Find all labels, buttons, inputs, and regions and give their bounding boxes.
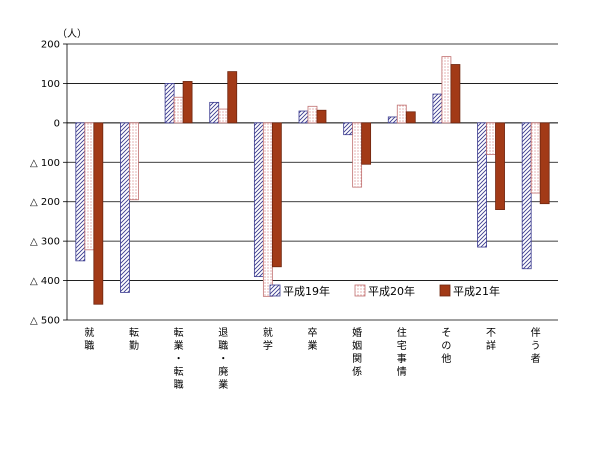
category-label: 就学: [263, 326, 273, 352]
y-tick-label: △ 200: [30, 197, 60, 208]
legend-label: 平成21年: [453, 284, 500, 298]
category-label: 転業・転職: [174, 327, 184, 391]
category-label: 住宅事情: [397, 326, 407, 378]
bar-3-5: [271, 122, 282, 268]
bar-2-4: [218, 108, 229, 124]
bar-1-3: [164, 83, 175, 124]
bar-1-10: [477, 122, 487, 248]
bar-1-7: [343, 122, 354, 136]
bar-3-10: [495, 122, 505, 210]
bar-1-11: [521, 122, 532, 270]
bar-1-8: [387, 116, 398, 124]
y-tick-label: 200: [41, 40, 60, 51]
legend-swatch: [439, 284, 451, 297]
bar-1-1: [75, 122, 86, 262]
bar-2-10: [486, 122, 496, 155]
category-label: 退職・廃業: [218, 327, 228, 391]
bar-2-7: [352, 122, 363, 188]
category-label: 伴う者: [531, 326, 541, 365]
legend-swatch: [354, 284, 366, 297]
category-label: その他: [441, 327, 451, 365]
bar-3-11: [539, 122, 550, 205]
bars: [75, 56, 550, 305]
y-tick-label: 0: [54, 118, 60, 129]
legend-label: 平成19年: [283, 284, 330, 298]
bar-2-9: [441, 56, 452, 124]
y-tick-label: △ 400: [30, 276, 60, 287]
y-axis-tick-labels: 200 100 0 △ 100 △ 200 △ 300 △ 400 △ 500: [30, 40, 60, 327]
bar-3-1: [93, 122, 104, 305]
bar-1-9: [432, 93, 443, 124]
y-unit-label: （人）: [57, 28, 87, 40]
bar-1-5: [253, 122, 264, 278]
category-label: 婚姻関係: [352, 326, 362, 378]
y-tick-label: △ 100: [30, 158, 60, 169]
bar-3-9: [450, 64, 461, 124]
bar-3-8: [405, 111, 416, 124]
y-tick-label: △ 300: [30, 237, 60, 248]
bar-2-3: [173, 96, 184, 124]
legend-label: 平成20年: [368, 284, 415, 298]
bar-2-2: [129, 122, 139, 201]
category-label: 不詳: [486, 328, 496, 352]
bar-3-4: [227, 71, 238, 124]
x-axis-category-labels: 就職 転勤 転業・転職 退職・廃業 就学 卒業 婚姻関係 住宅事情 その他 不詳 伴う者: [84, 326, 540, 391]
bar-2-11: [530, 122, 541, 194]
category-label: 卒業: [308, 326, 318, 352]
y-tick-label: 100: [41, 79, 60, 90]
legend: 平成19年 平成20年 平成21年: [269, 284, 500, 298]
bar-3-3: [182, 81, 193, 124]
category-label: 就職: [84, 326, 94, 352]
y-tick-label: △ 500: [30, 316, 60, 327]
legend-swatch: [269, 284, 281, 297]
bar-2-8: [396, 104, 407, 124]
category-label: 転勤: [129, 327, 139, 352]
bar-2-6: [307, 105, 318, 124]
bar-1-6: [298, 110, 309, 124]
bar-3-6: [316, 109, 327, 124]
bar-1-4: [209, 101, 220, 124]
bar-1-2: [120, 122, 130, 293]
bar-2-5: [262, 122, 273, 297]
bar-3-7: [361, 122, 372, 165]
bar-2-1: [84, 122, 95, 251]
